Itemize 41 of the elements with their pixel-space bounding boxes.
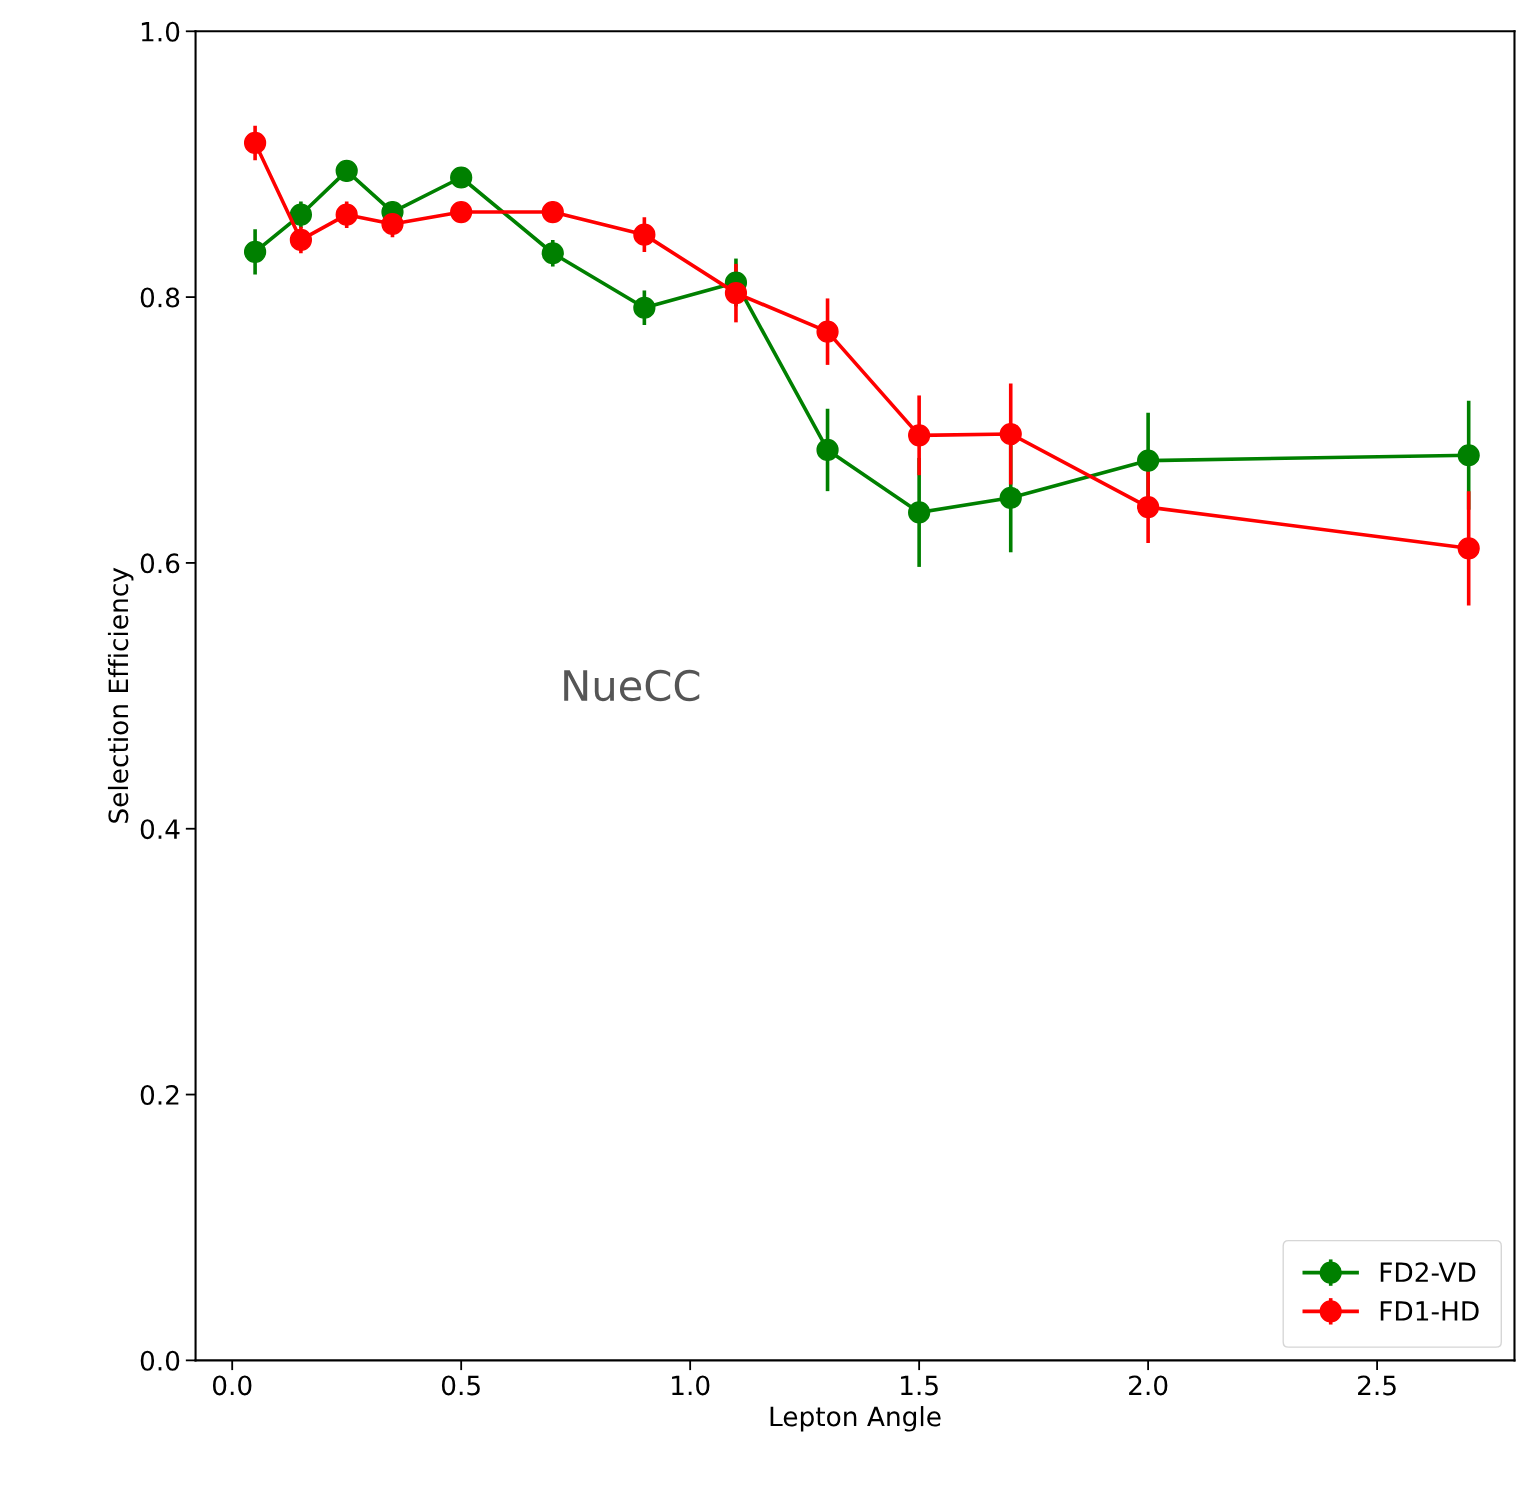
- point: [450, 166, 473, 189]
- point: [816, 438, 839, 462]
- point: [1457, 444, 1480, 467]
- x-tick-label: 2.0: [1129, 1375, 1168, 1396]
- point: [541, 200, 564, 224]
- point: [1137, 449, 1160, 472]
- annotation: NueCC: [564, 669, 700, 702]
- point: [1457, 537, 1480, 560]
- point: [724, 282, 748, 305]
- point: [541, 242, 564, 265]
- y-tick-label: 0.2: [140, 1084, 179, 1105]
- point: [335, 203, 358, 226]
- point: [999, 422, 1022, 446]
- x-axis-title: Lepton Angle: [770, 1406, 941, 1432]
- y-tick-label: 0.4: [140, 819, 180, 840]
- x-tick-label: 1.0: [672, 1375, 710, 1396]
- point: [335, 159, 358, 182]
- y-axis-title: Selection Efficiency: [107, 567, 134, 823]
- x-tick-label: 0.5: [441, 1375, 480, 1396]
- point: [450, 200, 473, 224]
- legend-label: FD1-HD: [1380, 1301, 1479, 1321]
- point: [633, 296, 656, 319]
- point: [633, 223, 656, 246]
- point: [816, 320, 839, 343]
- y-tick-label: 1.0: [141, 21, 180, 42]
- point: [243, 131, 267, 155]
- y-tick-label: 0.8: [140, 287, 180, 308]
- legend-label: FD2-VD: [1380, 1262, 1476, 1282]
- y-tick-label: 0.6: [140, 553, 180, 574]
- point: [381, 212, 404, 236]
- point: [908, 501, 931, 524]
- point: [908, 424, 931, 447]
- y-tick-label: 0.0: [140, 1350, 180, 1371]
- point: [289, 228, 313, 252]
- point: [999, 486, 1022, 509]
- x-tick-label: 0.0: [212, 1375, 252, 1396]
- x-tick-label: 2.5: [1358, 1375, 1396, 1396]
- point: [289, 203, 313, 226]
- x-tick-label: 1.5: [901, 1375, 938, 1396]
- point: [243, 240, 267, 264]
- point: [1137, 495, 1160, 519]
